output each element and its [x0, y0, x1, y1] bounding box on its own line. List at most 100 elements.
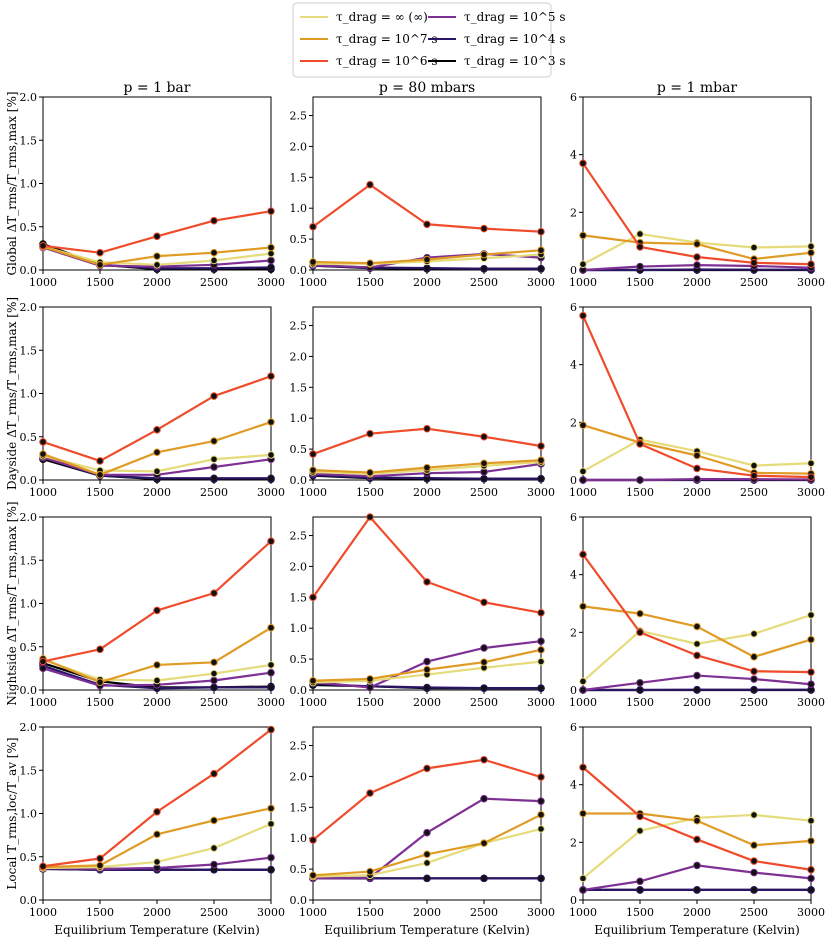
data-point-1e4 — [537, 264, 545, 273]
legend-label-1e6: τ_drag = 10^6 s — [336, 54, 438, 68]
data-point-1e7 — [807, 635, 815, 644]
data-point-inf — [750, 243, 758, 252]
legend-label-1e4: τ_drag = 10^4 s — [464, 32, 566, 46]
data-point-1e4 — [537, 874, 545, 883]
y-tick-label: 1.5 — [290, 171, 308, 184]
data-point-inf — [807, 242, 815, 251]
data-point-inf — [153, 858, 161, 866]
data-point-1e5 — [636, 877, 644, 886]
data-point-1e5 — [579, 886, 587, 894]
data-point-1e7 — [423, 850, 431, 859]
y-tick-label: 2.0 — [20, 91, 38, 104]
data-point-1e7 — [153, 830, 161, 839]
data-point-1e7 — [480, 839, 488, 847]
data-point-1e7 — [309, 466, 317, 474]
data-point-inf — [153, 467, 161, 476]
x-axis-label-col-0: Equilibrium Temperature (Kelvin) — [54, 923, 260, 937]
data-point-1e6 — [96, 645, 104, 654]
data-point-1e4 — [480, 474, 488, 483]
x-tick-label: 2500 — [470, 486, 498, 499]
y-tick-label: 0.0 — [290, 894, 308, 907]
y-tick-label: 1.5 — [20, 554, 38, 567]
y-tick-label: 1.5 — [20, 344, 38, 357]
y-tick-label: 2.5 — [290, 320, 308, 333]
legend: τ_drag = ∞ (∞) τ_drag = 10^7 s τ_drag = 10… — [292, 2, 566, 78]
data-point-1e7 — [96, 678, 104, 687]
y-tick-label: 2.5 — [290, 110, 308, 123]
x-tick-label: 1000 — [299, 486, 327, 499]
y-tick-label: 2.0 — [290, 140, 308, 153]
x-tick-label: 1500 — [356, 276, 384, 289]
data-point-1e5 — [267, 256, 275, 265]
data-point-1e7 — [267, 623, 275, 632]
y-tick-label: 0.0 — [20, 474, 38, 487]
data-point-1e7 — [210, 658, 218, 667]
data-point-1e7 — [693, 816, 701, 825]
data-point-1e6 — [807, 473, 815, 481]
x-tick-label: 1000 — [569, 486, 597, 499]
data-point-1e6 — [366, 513, 374, 521]
x-tick-label: 2500 — [200, 696, 228, 709]
data-point-inf — [267, 820, 275, 828]
data-point-1e6 — [636, 628, 644, 637]
y-tick-label: 1.5 — [290, 801, 308, 814]
data-point-inf — [693, 640, 701, 648]
x-tick-label: 2000 — [683, 696, 711, 709]
panel-r0-c0: 0.0 0.5 1.0 1.5 2.0 1000 1500 2000 2500 3000 — [20, 91, 286, 289]
x-tick-label: 3000 — [527, 906, 555, 919]
y-tick-label: 1.0 — [20, 178, 38, 191]
column-titles: p = 1 bar p = 80 mbars p = 1 mbar — [124, 80, 738, 96]
data-point-1e4 — [267, 474, 275, 483]
data-point-1e5 — [807, 874, 815, 883]
data-point-1e4 — [480, 874, 488, 883]
data-point-1e6 — [423, 578, 431, 586]
data-point-inf — [267, 451, 275, 459]
y-tick-label: 2.0 — [20, 511, 38, 524]
y-tick-label: 1.0 — [290, 622, 308, 635]
y-tick-label: 4 — [570, 569, 577, 582]
y-tick-label: 1.0 — [290, 412, 308, 425]
data-point-1e7 — [423, 665, 431, 674]
x-tick-label: 2500 — [200, 276, 228, 289]
y-tick-label: 1.5 — [290, 381, 308, 394]
data-point-1e7 — [366, 259, 374, 268]
data-point-1e7 — [480, 658, 488, 666]
data-point-1e6 — [750, 857, 758, 865]
y-tick-label: 1.0 — [20, 808, 38, 821]
x-tick-label: 2000 — [143, 276, 171, 289]
data-point-1e7 — [579, 231, 587, 240]
y-tick-label: 1.0 — [290, 832, 308, 845]
x-axis-label-col-2: Equilibrium Temperature (Kelvin) — [594, 923, 800, 937]
x-tick-label: 1000 — [299, 906, 327, 919]
y-axis-label-row-0: Global ΔT_rms/T_rms,max [%] — [5, 91, 19, 275]
data-point-1e7 — [210, 248, 218, 257]
data-point-1e6 — [480, 224, 488, 233]
x-tick-label: 2000 — [143, 486, 171, 499]
y-tick-label: 0.5 — [20, 431, 38, 444]
data-point-1e5 — [750, 868, 758, 877]
data-point-1e6 — [366, 429, 374, 438]
y-tick-label: 0.5 — [20, 221, 38, 234]
data-point-inf — [636, 230, 644, 238]
data-point-1e7 — [750, 653, 758, 661]
data-point-inf — [807, 459, 815, 468]
x-tick-label: 2000 — [143, 906, 171, 919]
data-point-1e4 — [807, 886, 815, 894]
x-tick-label: 1500 — [626, 906, 654, 919]
column-title-1: p = 80 mbars — [379, 80, 475, 96]
x-tick-label: 2000 — [413, 486, 441, 499]
x-tick-label: 2500 — [740, 696, 768, 709]
x-tick-label: 1000 — [29, 906, 57, 919]
data-point-inf — [750, 629, 758, 638]
data-point-1e6 — [153, 232, 161, 241]
y-tick-label: 6 — [570, 301, 577, 314]
data-point-1e4 — [636, 886, 644, 894]
axes-frame — [312, 96, 542, 271]
data-point-1e6 — [309, 836, 317, 844]
panel-r2-c2: 0 2 4 6 1000 1500 2000 2500 3000 — [569, 511, 825, 709]
data-point-1e4 — [750, 685, 758, 694]
data-point-1e5 — [267, 668, 275, 677]
series-line-1e6 — [42, 375, 272, 463]
y-tick-label: 6 — [570, 511, 577, 524]
data-point-1e4 — [537, 474, 545, 483]
